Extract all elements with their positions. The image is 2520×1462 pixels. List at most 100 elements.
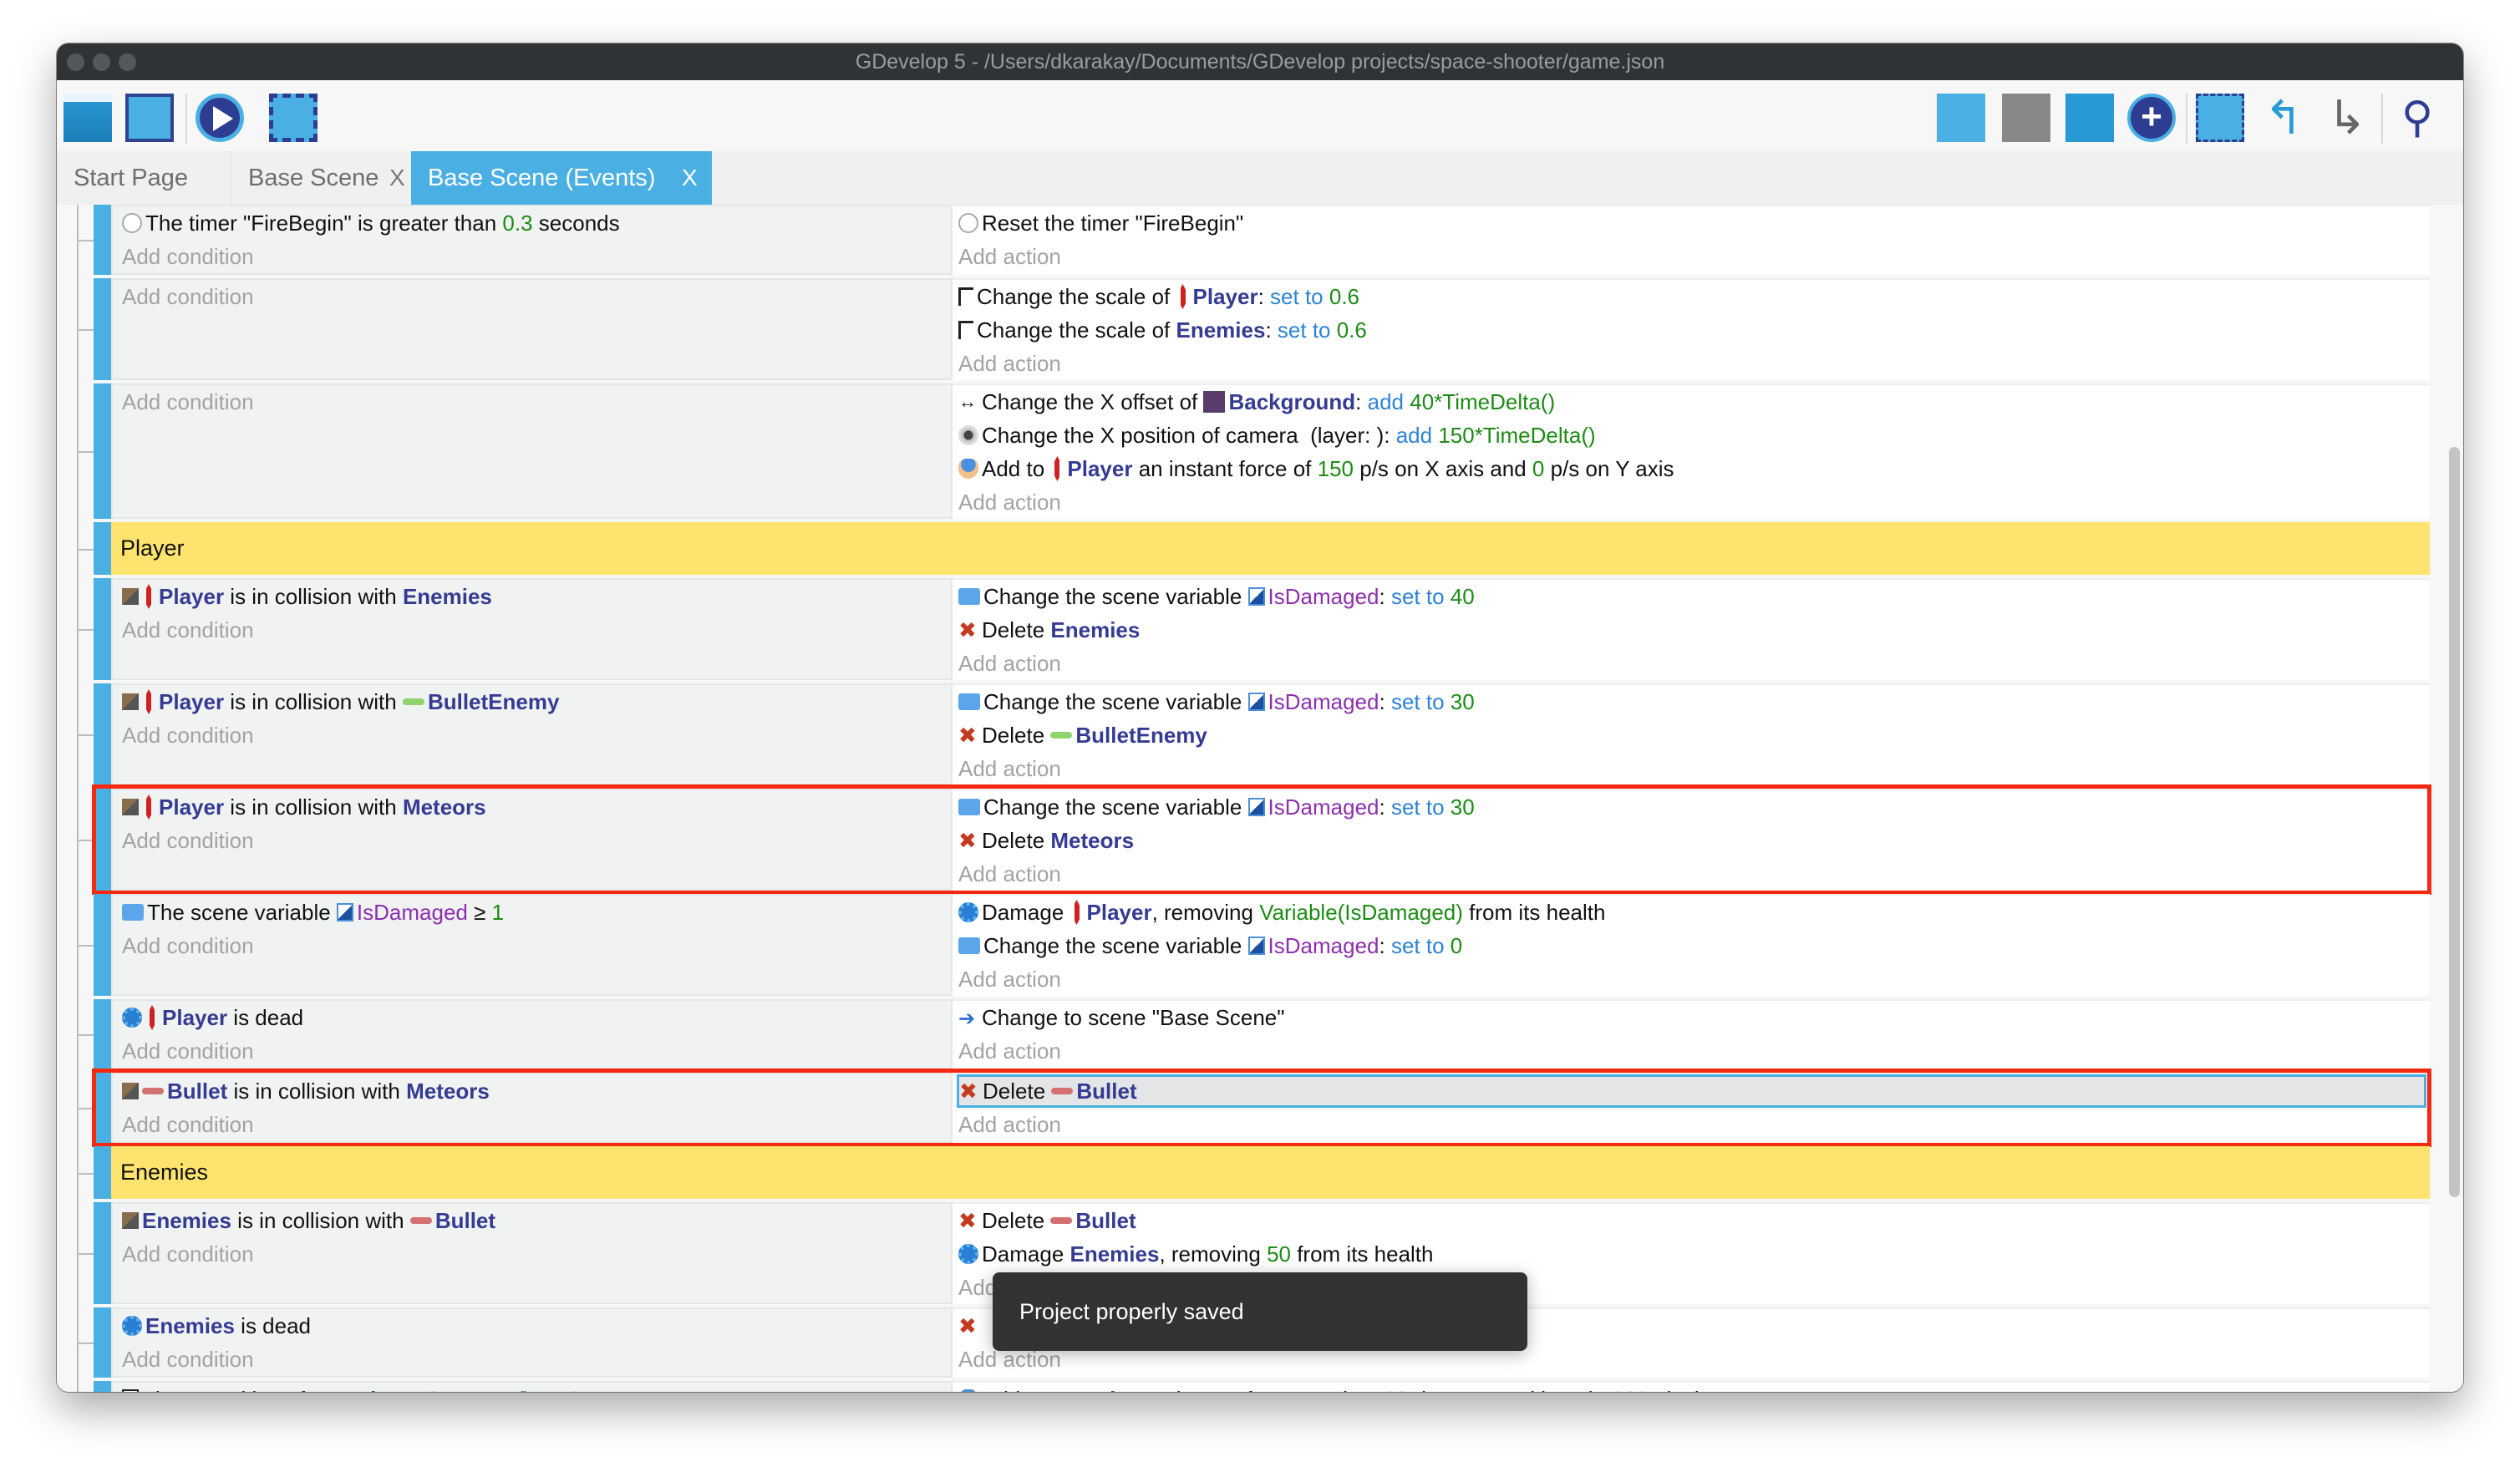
minimize-window-button[interactable]: [93, 53, 110, 71]
add-condition-link[interactable]: Add condition: [122, 723, 254, 748]
event-handle[interactable]: [94, 683, 111, 785]
event-handle[interactable]: [94, 578, 111, 680]
add-condition-link[interactable]: Add condition: [122, 1112, 254, 1137]
search-icon[interactable]: ⚲: [2401, 94, 2434, 142]
event-row[interactable]: The timer "FireBegin" is greater than 0.…: [77, 205, 2430, 275]
condition[interactable]: The X position of Enemies ≤ CameraX()+45…: [122, 1383, 951, 1392]
event-handle[interactable]: [94, 383, 111, 519]
action[interactable]: Damage Player, removing Variable(IsDamag…: [958, 896, 2426, 929]
event-row[interactable]: Player is in collision with Meteors Add c…: [77, 784, 2431, 895]
condition[interactable]: Player is in collision with Meteors: [122, 790, 951, 824]
undo-icon[interactable]: ↰: [2263, 91, 2304, 144]
event-handle[interactable]: [94, 1073, 111, 1143]
action[interactable]: Change to scene "Base Scene": [958, 1001, 2426, 1036]
action[interactable]: Change the scale of Enemies: set to 0.6: [958, 313, 2426, 347]
add-action-link[interactable]: Add action: [958, 490, 1061, 515]
action[interactable]: Delete Bullet: [958, 1204, 2426, 1237]
event-row[interactable]: Add condition Change the X offset of Back…: [77, 383, 2430, 519]
action[interactable]: Change the scene variable IsDamaged: set…: [958, 580, 2426, 613]
add-action-link[interactable]: Add action: [958, 756, 1061, 781]
condition[interactable]: The scene variable IsDamaged ≥ 1: [122, 896, 951, 929]
add-condition-link[interactable]: Add condition: [122, 244, 254, 269]
event-handle[interactable]: [94, 1381, 111, 1392]
debugger-icon[interactable]: [269, 94, 318, 142]
action[interactable]: Change the X position of camera (layer: …: [958, 419, 2426, 452]
conditions-column: Player is in collision with BulletEnemy A…: [111, 683, 953, 785]
event-row[interactable]: Add condition Change the scale of Player:…: [77, 278, 2430, 380]
add-condition-link[interactable]: Add condition: [122, 828, 254, 853]
event-row[interactable]: The scene variable IsDamaged ≥ 1 Add cond…: [77, 894, 2430, 996]
add-action-link[interactable]: Add action: [958, 1112, 1061, 1137]
add-condition-link[interactable]: Add condition: [122, 1038, 254, 1064]
add-action-link[interactable]: Add action: [958, 861, 1061, 886]
condition[interactable]: Player is in collision with Enemies: [122, 580, 951, 613]
add-condition-link[interactable]: Add condition: [122, 1347, 254, 1372]
add-condition-link[interactable]: Add condition: [122, 389, 254, 414]
action[interactable]: Change the scene variable IsDamaged: set…: [958, 790, 2426, 824]
event-handle[interactable]: [94, 1202, 111, 1304]
event-row[interactable]: The X position of Enemies ≤ CameraX()+45…: [94, 1381, 2430, 1392]
tab-start-page[interactable]: Start Page: [57, 151, 231, 205]
action[interactable]: Delete Enemies: [958, 613, 2426, 647]
add-sub-event-icon[interactable]: [2002, 94, 2050, 142]
action[interactable]: [958, 1309, 2426, 1343]
event-handle[interactable]: [94, 789, 111, 891]
action[interactable]: Change the scale of Player: set to 0.6: [958, 280, 2426, 313]
preview-play-icon[interactable]: [196, 94, 244, 142]
event-handle[interactable]: [94, 1146, 111, 1199]
tab-close-button[interactable]: X: [682, 165, 698, 190]
add-action-link[interactable]: Add action: [958, 651, 1061, 676]
action[interactable]: Add to Enemies an instant force, angle: …: [958, 1383, 2426, 1392]
add-action-link[interactable]: Add action: [958, 1347, 1061, 1372]
condition[interactable]: Player is dead: [122, 1001, 951, 1034]
event-row[interactable]: Player is dead Add condition Change to sce…: [77, 999, 2430, 1069]
vertical-scrollbar[interactable]: [2449, 447, 2460, 1197]
event-row[interactable]: Player is in collision with BulletEnemy A…: [77, 683, 2430, 785]
event-handle[interactable]: [94, 999, 111, 1069]
delete-selection-icon[interactable]: [2196, 94, 2244, 142]
action[interactable]: Delete BulletEnemy: [958, 718, 2426, 752]
redo-icon[interactable]: ↳: [2327, 91, 2367, 144]
add-action-link[interactable]: Add action: [958, 967, 1061, 992]
event-handle[interactable]: [94, 278, 111, 380]
add-condition-link[interactable]: Add condition: [122, 933, 254, 958]
event-group[interactable]: Player: [77, 522, 2430, 575]
add-other-icon[interactable]: +: [2127, 94, 2176, 142]
condition[interactable]: Bullet is in collision with Meteors: [122, 1074, 951, 1108]
project-manager-icon[interactable]: [64, 94, 112, 142]
maximize-window-button[interactable]: [119, 53, 136, 71]
action[interactable]: Delete Meteors: [958, 824, 2426, 857]
action[interactable]: Damage Enemies, removing 50 from its hea…: [958, 1237, 2426, 1271]
condition[interactable]: Enemies is dead: [122, 1309, 951, 1343]
event-row[interactable]: Player is in collision with Enemies Add c…: [77, 578, 2430, 680]
add-condition-link[interactable]: Add condition: [122, 284, 254, 309]
action[interactable]: Change the scene variable IsDamaged: set…: [958, 685, 2426, 718]
add-action-link[interactable]: Add action: [958, 1038, 1061, 1064]
event-row[interactable]: Enemies is in collision with Bullet Add c…: [77, 1202, 2430, 1304]
event-handle[interactable]: [94, 1307, 111, 1378]
condition[interactable]: Player is in collision with BulletEnemy: [122, 685, 951, 718]
condition[interactable]: Enemies is in collision with Bullet: [122, 1204, 951, 1237]
event-row[interactable]: Bullet is in collision with Meteors Add c…: [77, 1069, 2431, 1147]
add-action-link[interactable]: Add action: [958, 244, 1061, 269]
add-event-icon[interactable]: [1937, 94, 1985, 142]
condition[interactable]: The timer "FireBegin" is greater than 0.…: [122, 206, 951, 240]
action[interactable]: Change the scene variable IsDamaged: set…: [958, 929, 2426, 962]
close-window-button[interactable]: [67, 53, 84, 71]
event-handle[interactable]: [94, 894, 111, 996]
action[interactable]: Delete Bullet: [957, 1074, 2426, 1108]
action[interactable]: Change the X offset of Background: add 4…: [958, 385, 2426, 419]
event-handle[interactable]: [94, 522, 111, 575]
add-action-link[interactable]: Add action: [958, 351, 1061, 376]
action[interactable]: Reset the timer "FireBegin": [958, 206, 2426, 240]
event-handle[interactable]: [94, 205, 111, 275]
tab-base-scene[interactable]: Base Scene: [231, 151, 411, 205]
add-comment-icon[interactable]: [2065, 94, 2114, 142]
tab-close-button[interactable]: X: [389, 165, 405, 190]
add-condition-link[interactable]: Add condition: [122, 1241, 254, 1267]
event-group[interactable]: Enemies: [77, 1146, 2430, 1199]
action[interactable]: Add to Player an instant force of 150 p/…: [958, 452, 2426, 485]
tab-base-scene-events[interactable]: Base Scene (Events): [411, 151, 712, 205]
scene-editor-icon[interactable]: [125, 94, 174, 142]
add-condition-link[interactable]: Add condition: [122, 617, 254, 642]
